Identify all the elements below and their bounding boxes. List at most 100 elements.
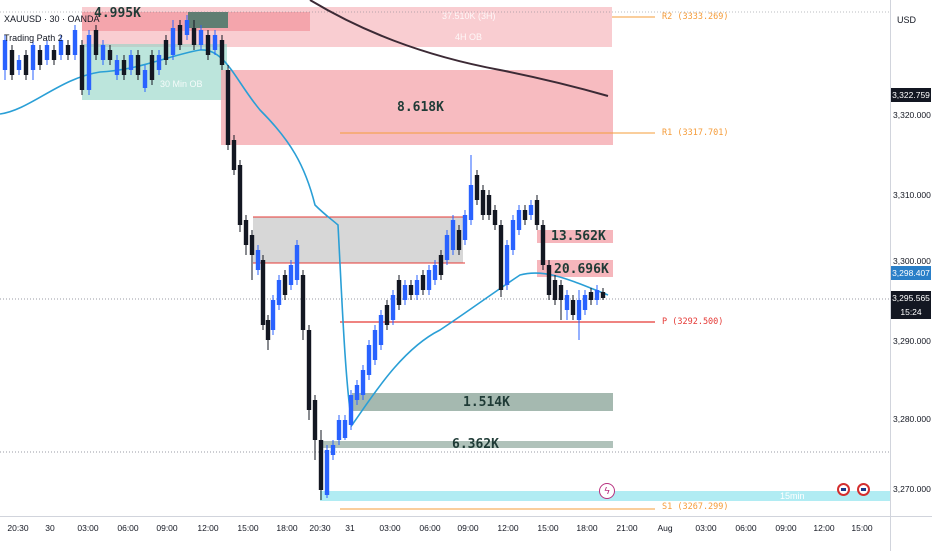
candle-body — [426, 270, 432, 290]
candle-body — [354, 385, 360, 400]
demand-zone-1k — [352, 393, 613, 411]
zone-label-4995: 4.995K — [94, 6, 141, 21]
time-tick: 06:00 — [419, 523, 441, 533]
zone-label-8618: 8.618K — [397, 100, 444, 115]
candle-body — [396, 280, 402, 305]
price-tick: 3,300.000 — [893, 256, 931, 266]
zone-label-6362: 6.362K — [452, 437, 499, 452]
candle-body — [444, 235, 450, 260]
demand-zone-6k — [323, 441, 613, 448]
candle-body — [212, 35, 218, 50]
time-tick: 06:00 — [117, 523, 139, 533]
candle-body — [170, 28, 176, 55]
time-tick: Aug — [657, 523, 673, 533]
time-tick: 09:00 — [775, 523, 797, 533]
time-tick: 03:00 — [379, 523, 401, 533]
time-axis[interactable] — [0, 516, 890, 551]
lightning-icon[interactable]: ϟ — [599, 483, 615, 499]
currency-label[interactable]: USD — [897, 15, 917, 25]
last-price-badge: 3,295.565 — [891, 291, 931, 305]
ticker-label[interactable]: XAUUSD · 30 · OANDA — [4, 14, 100, 24]
candle-body — [600, 292, 606, 298]
candle-body — [474, 175, 480, 200]
candle-body — [414, 280, 420, 295]
candle-body — [576, 300, 582, 320]
candle-body — [37, 50, 43, 65]
zone-ghost-bottom: 15min — [780, 491, 805, 501]
candle-body — [486, 195, 492, 215]
zone-ghost-top: 37.510K (3H) — [442, 11, 496, 21]
candle-body — [348, 395, 354, 425]
candle-body — [456, 230, 462, 250]
zone-ghost-top2: 4H OB — [455, 32, 483, 42]
candle-body — [582, 295, 588, 310]
candle-body — [231, 140, 237, 170]
candle-body — [79, 45, 85, 90]
candle-body — [282, 275, 288, 295]
candle-body — [276, 280, 282, 305]
time-tick: 15:00 — [851, 523, 873, 533]
candle-body — [384, 305, 390, 325]
time-tick: 09:00 — [457, 523, 479, 533]
supply-zone-13k — [537, 230, 613, 243]
supply-zone-20k — [537, 260, 613, 277]
candle-body — [107, 50, 113, 60]
price-chart[interactable] — [0, 0, 890, 516]
candle-body — [366, 345, 372, 375]
time-tick: 09:00 — [156, 523, 178, 533]
candle-body — [16, 60, 22, 70]
time-tick: 18:00 — [576, 523, 598, 533]
candles — [2, 15, 606, 500]
pivot-p-label: P (3292.500) — [662, 317, 724, 327]
price-axis[interactable] — [890, 0, 932, 516]
grey-zone-mid — [253, 217, 463, 263]
time-tick: 30 — [45, 523, 55, 533]
candle-body — [324, 450, 330, 495]
candle-body — [300, 275, 306, 330]
us-flag-icon[interactable] — [837, 483, 850, 496]
candle-body — [420, 275, 426, 290]
candle-body — [528, 205, 534, 215]
time-ticks: 20:30 30 03:00 06:00 09:00 12:00 15:00 18:00 20:… — [0, 516, 890, 550]
price-tick: 3,270.000 — [893, 484, 931, 494]
candle-body — [237, 165, 243, 225]
candle-body — [408, 285, 414, 295]
time-tick: 20:30 — [7, 523, 29, 533]
candle-body — [510, 220, 516, 250]
candle-body — [191, 28, 197, 45]
candle-body — [225, 70, 231, 145]
candle-body — [93, 30, 99, 55]
candle-body — [594, 290, 600, 300]
pivot-s1-label: S1 (3267.299) — [662, 502, 729, 512]
time-tick: 12:00 — [197, 523, 219, 533]
candle-body — [564, 295, 570, 310]
candle-body — [2, 40, 8, 70]
us-flag-icon[interactable] — [857, 483, 870, 496]
candle-body — [312, 400, 318, 440]
indicator-label[interactable]: Trading Path 2 — [4, 33, 63, 43]
supply-zone-r2 — [82, 7, 612, 47]
ema-price-badge: 3,298.407 — [891, 266, 931, 280]
price-tick: 3,290.000 — [893, 336, 931, 346]
axis-corner — [890, 516, 932, 551]
candle-body — [288, 265, 294, 285]
candle-body — [149, 55, 155, 80]
candle-body — [163, 40, 169, 60]
candle-body — [534, 200, 540, 225]
candle-body — [86, 35, 92, 90]
candle-body — [372, 330, 378, 360]
pivot-r1-label: R1 (3317.701) — [662, 128, 729, 138]
candle-body — [205, 35, 211, 55]
candle-body — [570, 300, 576, 315]
candle-body — [294, 245, 300, 280]
candle-body — [30, 45, 36, 70]
time-tick: 20:30 — [309, 523, 331, 533]
candle-body — [402, 285, 408, 300]
pivot-r2-label: R2 (3333.269) — [662, 12, 729, 22]
candle-body — [336, 420, 342, 440]
candle-body — [65, 45, 71, 55]
bar-countdown: 15:24 — [891, 305, 931, 319]
candle-body — [390, 295, 396, 320]
time-tick: 15:00 — [237, 523, 259, 533]
candle-body — [540, 225, 546, 265]
